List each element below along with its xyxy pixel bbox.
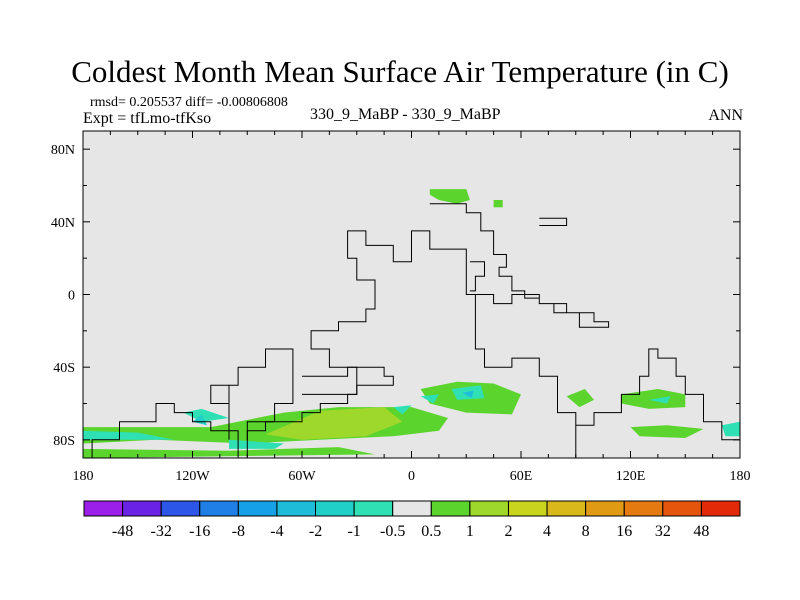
colorbar-label: 2 [504,523,512,540]
colorbar-label: -2 [309,523,322,540]
positive-anomaly-region [630,425,704,438]
continent-outlines [91,203,740,458]
colorbar-swatch [122,500,162,517]
negative-anomaly-region [721,421,740,437]
positive-anomaly-region [493,200,503,208]
coastline [575,348,740,441]
coastline [91,403,239,458]
coastline [302,366,394,395]
positive-anomaly-region [265,407,403,440]
colorbar-label: 0.5 [421,523,441,540]
x-tick-label: 120W [175,469,210,484]
case-label: 330_9_MaBP - 330_9_MaBP [310,106,501,123]
positive-anomaly-region [429,189,470,204]
colorbar-label: 16 [616,523,632,540]
y-tick-label: 40N [51,216,75,231]
colorbar-label: -16 [189,523,210,540]
colorbar-swatch [585,500,625,517]
colorbar-swatch [353,500,394,517]
chart-title: Coldest Month Mean Surface Air Temperatu… [71,54,729,89]
experiment-label: Expt = tfLmo-tfKso [83,110,212,127]
colorbar-label: 1 [466,523,474,540]
y-tick-label: 80N [51,143,75,158]
colorbar-swatch [315,500,355,517]
colorbar-swatch [160,500,201,517]
coastline [429,203,610,328]
colorbar-swatch [199,500,239,517]
colorbar-swatch [546,500,587,517]
stats-line: rmsd= 0.205537 diff= -0.00806808 [90,95,288,110]
colorbar-swatch [237,500,278,517]
x-axis: 180 120W 60W 0 60E 120E 180 [73,131,751,484]
x-tick-label: 120E [616,469,646,484]
colorbar-swatch [276,500,317,517]
negative-anomaly-region [183,408,229,422]
colorbar-label: -0.5 [380,523,405,540]
y-tick-label: 40S [53,361,75,376]
negative-anomaly-region [462,390,474,399]
colorbar-label: -1 [347,523,360,540]
colorbar-label: 4 [543,523,551,540]
negative-anomaly-region [83,430,175,440]
colorbar-swatch [623,500,664,517]
y-axis: 80N 40N 0 40S 80S [51,143,740,449]
x-tick-label: 180 [730,469,751,484]
x-tick-label: 0 [408,469,415,484]
coastline [469,261,485,292]
coastline [539,217,568,226]
y-tick-label: 80S [53,434,75,449]
colorbar-swatch [392,500,432,517]
colorbar-label: 32 [655,523,671,540]
colorbar-swatch [430,500,471,517]
negative-anomaly-region [648,396,671,404]
negative-anomaly-region [420,394,439,404]
negative-anomaly-region [229,439,284,449]
x-tick-label: 60E [510,469,533,484]
negative-anomaly-region [393,405,412,415]
coastline [246,230,577,458]
colorbar-swatch [700,500,741,517]
coastline [210,384,229,404]
colorbar-swatch [83,500,124,517]
colorbar-swatch [469,500,509,517]
colorbar-swatch [507,500,548,517]
colorbar-label: 48 [693,523,709,540]
season-label: ANN [708,107,743,124]
colorbar-label: -8 [232,523,245,540]
negative-anomaly-region [192,414,208,426]
colorbar-label: -48 [112,523,133,540]
colorbar-label: -32 [151,523,172,540]
coastline [228,348,294,440]
positive-anomaly-region [566,389,594,408]
colorbar-swatch [662,500,702,517]
x-tick-label: 60W [288,469,316,484]
colorbar-label: -4 [270,523,283,540]
y-tick-label: 0 [68,289,75,304]
colorbar: -48 -32 -16 -8 -4 -2 -1 -0.5 0.5 1 2 4 8 16 32 48 [83,500,741,540]
colorbar-label: 8 [582,523,590,540]
x-tick-label: 180 [73,469,94,484]
